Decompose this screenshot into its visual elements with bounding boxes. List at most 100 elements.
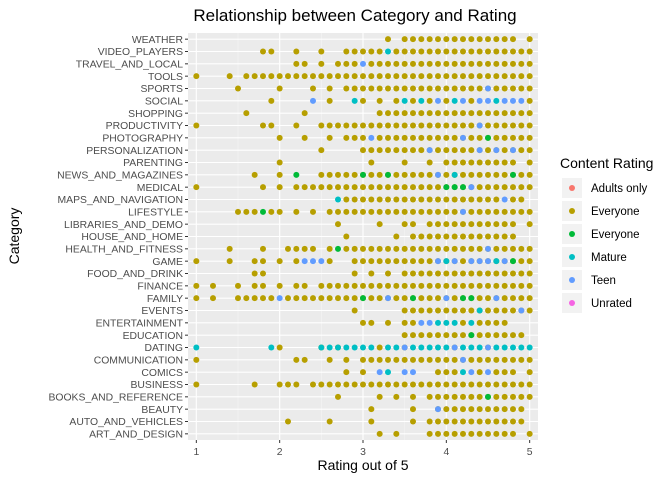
data-point [518, 122, 525, 129]
y-tick-label: TRAVEL_AND_LOCAL [76, 59, 183, 70]
data-point [510, 208, 516, 215]
data-point [251, 295, 258, 302]
data-point [343, 60, 350, 67]
data-point [435, 332, 441, 339]
data-point [501, 282, 508, 289]
data-point [376, 134, 383, 141]
data-point [435, 344, 441, 351]
data-point [335, 245, 341, 252]
data-point [435, 110, 441, 117]
data-point [476, 122, 483, 129]
data-point [518, 208, 525, 215]
y-tick-label: PRODUCTIVITY [106, 121, 183, 132]
data-point [435, 233, 441, 240]
data-point [501, 208, 508, 215]
data-point [526, 221, 533, 228]
data-point [460, 319, 466, 326]
data-point [426, 418, 433, 425]
data-point [326, 418, 333, 425]
data-point [493, 171, 500, 178]
data-point [476, 208, 483, 215]
data-point [526, 356, 533, 363]
data-point [493, 208, 500, 215]
data-point [510, 122, 516, 129]
data-point [426, 332, 433, 339]
data-point [376, 184, 383, 191]
data-point [410, 319, 416, 326]
data-point [460, 196, 466, 203]
data-point [385, 85, 391, 92]
data-point [526, 369, 533, 376]
data-point [393, 171, 400, 178]
data-point [493, 221, 500, 228]
data-point [485, 122, 491, 129]
data-point [335, 171, 341, 178]
y-axis-label: Category [6, 208, 22, 265]
data-point [393, 430, 400, 437]
data-point [360, 196, 366, 203]
data-point [493, 110, 500, 117]
data-point [385, 36, 391, 43]
data-point [293, 245, 300, 252]
data-point [468, 418, 475, 425]
data-point [435, 418, 441, 425]
data-point [410, 184, 416, 191]
data-point [293, 208, 300, 215]
data-point [368, 85, 375, 92]
data-point [193, 295, 200, 302]
data-point [285, 381, 291, 388]
data-point [335, 184, 341, 191]
data-point [443, 85, 450, 92]
data-point [443, 196, 450, 203]
data-point [426, 258, 433, 265]
data-point [510, 270, 516, 277]
data-point [426, 147, 433, 154]
data-point [343, 369, 350, 376]
data-point [518, 134, 525, 141]
data-point [468, 332, 475, 339]
data-point [193, 344, 200, 351]
data-point [443, 406, 450, 413]
data-point [343, 184, 350, 191]
data-point [526, 430, 533, 437]
data-point [501, 418, 508, 425]
data-point [393, 60, 400, 67]
data-point [335, 221, 341, 228]
data-point [426, 85, 433, 92]
y-tick-label: EVENTS [141, 306, 183, 317]
data-point [335, 196, 341, 203]
data-point [476, 233, 483, 240]
data-point [343, 73, 350, 80]
data-point [485, 381, 491, 388]
data-point [368, 381, 375, 388]
data-point [418, 134, 425, 141]
data-point [518, 245, 525, 252]
data-point [293, 258, 300, 265]
data-point [385, 369, 391, 376]
data-point [493, 393, 500, 400]
data-point [326, 258, 333, 265]
y-tick-label: HEALTH_AND_FITNESS [65, 244, 183, 255]
data-point [501, 184, 508, 191]
data-point [368, 147, 375, 154]
legend-items: Adults only Everyone Everyone Mature Teen Unr… [562, 178, 648, 313]
data-point [376, 171, 383, 178]
data-point [343, 356, 350, 363]
data-point [393, 85, 400, 92]
data-point [351, 381, 358, 388]
y-tick-label: ENTERTAINMENT [96, 318, 184, 329]
data-point [501, 233, 508, 240]
data-point [451, 60, 458, 67]
data-point [460, 85, 466, 92]
data-point [226, 245, 233, 252]
data-point [426, 159, 433, 166]
data-point [460, 221, 466, 228]
data-point [418, 319, 425, 326]
legend-label: Everyone [591, 229, 640, 241]
data-point [260, 48, 266, 55]
data-point [418, 295, 425, 302]
data-point [443, 418, 450, 425]
data-point [451, 110, 458, 117]
data-point [460, 48, 466, 55]
data-point [451, 369, 458, 376]
